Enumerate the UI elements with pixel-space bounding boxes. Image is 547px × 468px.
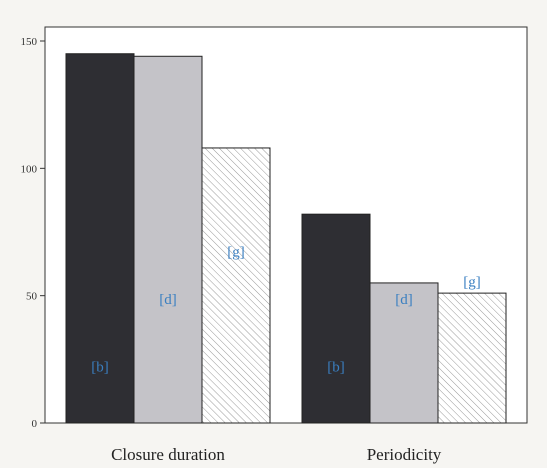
x-category-label-1: Periodicity [367, 445, 442, 464]
bar-0-0 [65, 53, 135, 424]
bars-group: [b] [d] [g] [b] [d] [g] [65, 53, 507, 424]
x-axis: Closure duration Periodicity [111, 445, 442, 464]
y-axis: 0 50 100 150 [21, 36, 45, 430]
y-tick-label-0: 0 [32, 418, 38, 430]
bar-label-1-2: [g] [463, 275, 481, 291]
y-tick-label-2: 100 [21, 163, 38, 175]
bar-1-1 [369, 282, 439, 424]
y-tick-label-3: 150 [21, 36, 38, 48]
y-tick-label-1: 50 [26, 291, 38, 303]
bar-label-0-2: [g] [227, 245, 245, 261]
x-category-label-0: Closure duration [111, 445, 225, 464]
bar-label-0-0: [b] [91, 360, 109, 376]
bar-label-0-1: [d] [159, 292, 177, 308]
bar-1-0 [301, 213, 371, 424]
bar-0-2 [201, 147, 271, 424]
bar-1-2 [437, 292, 507, 424]
bar-0-1 [133, 55, 203, 424]
bar-label-1-1: [d] [395, 292, 413, 308]
bar-label-1-0: [b] [327, 360, 345, 376]
